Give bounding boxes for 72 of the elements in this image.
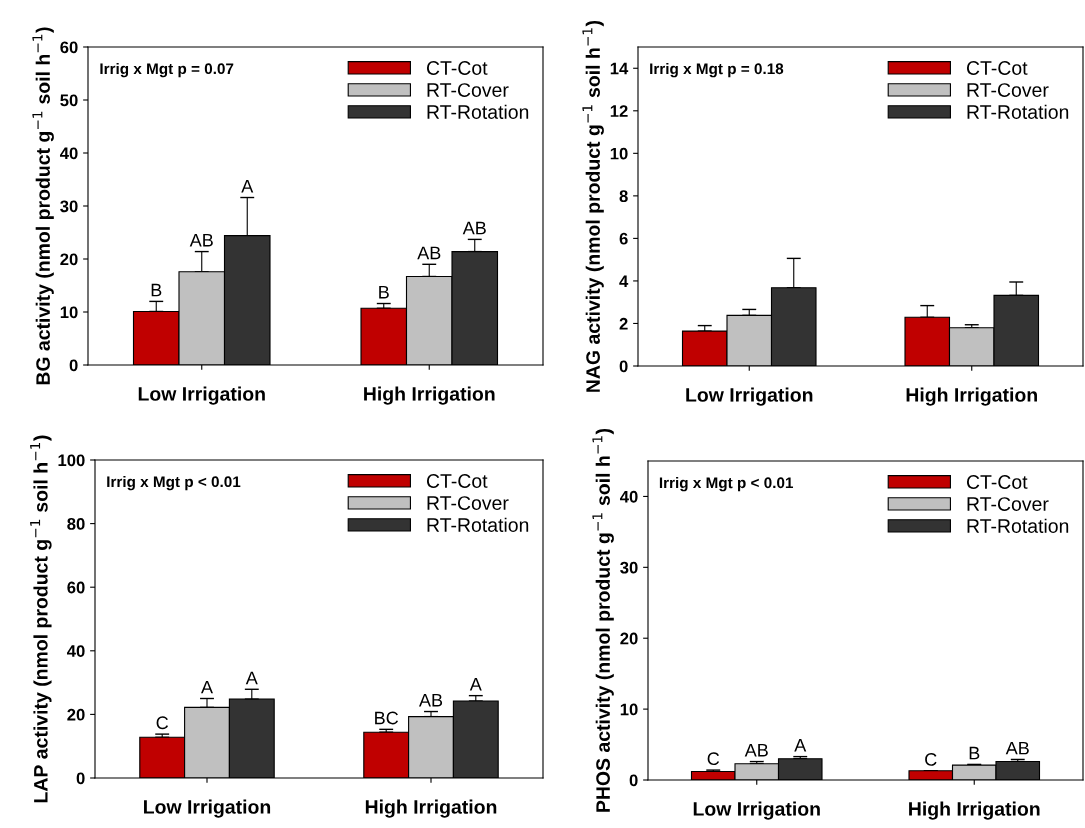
- legend-label: RT-Rotation: [427, 104, 529, 119]
- data-label: C: [156, 716, 169, 730]
- legend-label: RT-Rotation: [427, 517, 529, 532]
- x-tick-label: Low Irrigation: [686, 387, 813, 406]
- data-label: C: [707, 752, 720, 766]
- legend-label: CT-Cot: [966, 61, 1028, 75]
- y-tick-label: 20: [60, 253, 78, 266]
- data-label: AB: [1005, 741, 1029, 755]
- y-tick-label: 6: [619, 232, 628, 245]
- data-label: AB: [189, 234, 213, 247]
- data-label: A: [241, 179, 254, 193]
- y-tick-label: 100: [58, 454, 85, 467]
- y-axis-title: NAG activity (nmol product g$^{−1}$ soil h$^{−1}$): [582, 20, 604, 392]
- x-tick-label: Low Irrigation: [144, 799, 271, 818]
- annotation: Irrig x Mgt p = 0.07: [100, 62, 234, 78]
- y-tick-label: 0: [619, 360, 628, 373]
- x-tick-label: High Irrigation: [909, 801, 1040, 820]
- data-label: AB: [418, 693, 443, 707]
- legend-label: CT-Cot: [426, 474, 488, 488]
- y-tick-label: 40: [619, 490, 638, 503]
- legend-label: CT-Cot: [426, 61, 488, 75]
- y-tick-label: 20: [67, 708, 85, 721]
- x-tick-label: High Irrigation: [906, 387, 1037, 406]
- y-tick-label: 30: [60, 200, 78, 213]
- y-tick-label: 50: [60, 94, 78, 107]
- data-label: BC: [375, 711, 399, 725]
- legend-label: RT-Cover: [967, 83, 1049, 97]
- data-label: A: [245, 671, 258, 685]
- x-tick-label: High Irrigation: [364, 386, 495, 405]
- y-tick-label: 4: [619, 275, 629, 287]
- y-axis-title: LAP activity (nmol product g$^{−1}$ soil h$^{−1}$): [30, 435, 52, 803]
- y-tick-label: 40: [66, 645, 85, 657]
- annotation: Irrig x Mgt p < 0.01: [107, 475, 241, 491]
- y-tick-label: 0: [76, 772, 85, 785]
- y-tick-label: 2: [619, 317, 628, 330]
- x-tick-label: Low Irrigation: [693, 801, 820, 820]
- y-tick-label: 0: [69, 359, 78, 372]
- y-tick-label: 8: [619, 190, 628, 203]
- y-tick-label: 10: [60, 306, 78, 319]
- y-tick-label: 20: [620, 632, 638, 645]
- legend-label: CT-Cot: [966, 475, 1028, 489]
- y-tick-label: 10: [610, 147, 628, 160]
- y-axis-title: BG activity (nmol product g$^{−1}$ soil h$^{−1}$): [32, 27, 54, 385]
- legend-label: RT-Cover: [427, 83, 509, 97]
- annotation: Irrig x Mgt p < 0.01: [659, 476, 794, 492]
- data-label: AB: [744, 744, 768, 757]
- y-axis-title: PHOS activity (nmol product g$^{−1}$ soil h$^{−1}$): [592, 428, 614, 812]
- y-tick-label: 12: [610, 105, 628, 117]
- data-label: B: [151, 283, 162, 297]
- data-label: A: [469, 678, 482, 691]
- data-label: AB: [462, 221, 486, 235]
- y-tick-label: 40: [59, 147, 78, 160]
- y-tick-label: 60: [67, 581, 85, 594]
- y-tick-label: 80: [67, 518, 85, 530]
- data-label: B: [969, 746, 980, 760]
- legend-label: RT-Cover: [967, 497, 1049, 511]
- data-label: A: [201, 680, 213, 694]
- y-tick-label: 14: [610, 62, 629, 75]
- y-tick-label: 30: [620, 561, 638, 574]
- legend-label: RT-Rotation: [967, 518, 1069, 533]
- x-tick-label: High Irrigation: [365, 799, 497, 818]
- y-tick-label: 60: [60, 41, 78, 54]
- data-label: B: [379, 285, 389, 299]
- y-tick-label: 0: [629, 774, 638, 787]
- y-tick-label: 10: [620, 703, 638, 716]
- data-label: C: [925, 753, 937, 766]
- data-label: A: [794, 739, 807, 752]
- legend-label: RT-Rotation: [967, 104, 1069, 119]
- legend-label: RT-Cover: [427, 496, 509, 510]
- x-tick-label: Low Irrigation: [138, 386, 265, 405]
- data-label: AB: [417, 246, 441, 260]
- annotation: Irrig x Mgt p = 0.18: [650, 62, 784, 78]
